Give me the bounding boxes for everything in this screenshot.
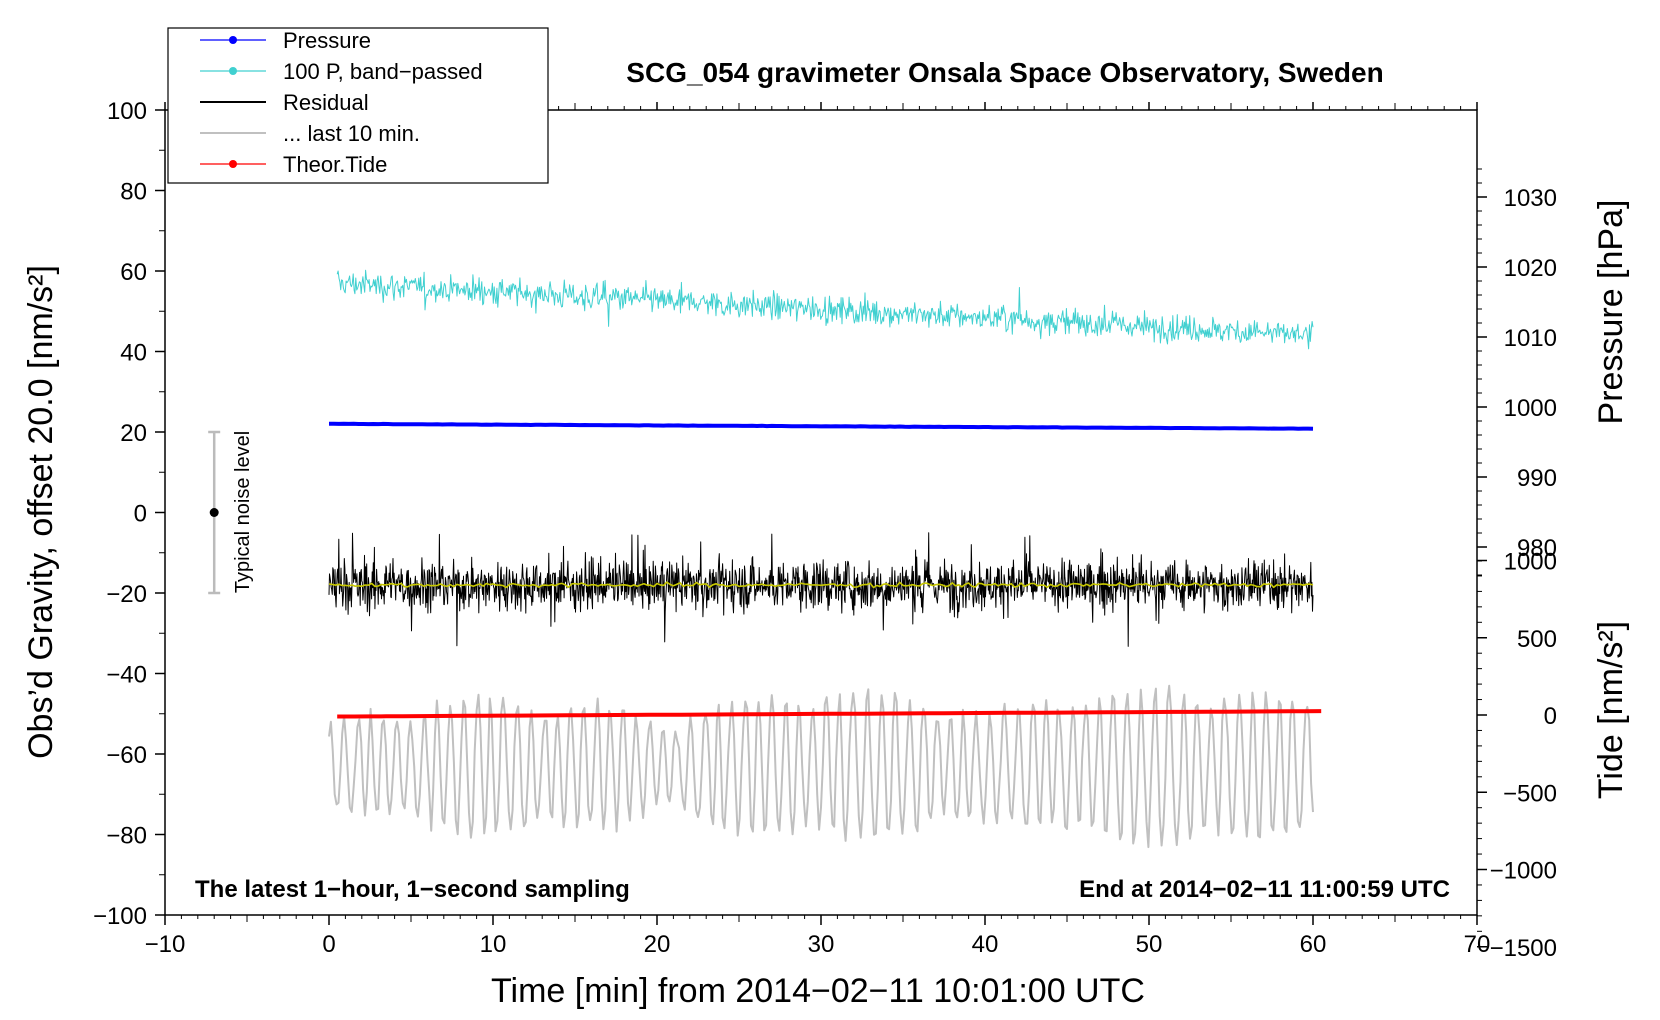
svg-text:Theor.Tide: Theor.Tide	[283, 152, 387, 177]
x-tick-label: −10	[145, 931, 186, 958]
pressure-tick-label: 1030	[1504, 185, 1557, 212]
legend-item-last-10-min: ... last 10 min.	[200, 121, 420, 146]
x-tick-label: 20	[644, 931, 671, 958]
y-tick-label: −60	[106, 742, 147, 769]
x-tick-label: 30	[808, 931, 835, 958]
legend-item-band-passed: 100 P, band−passed	[200, 59, 483, 84]
legend-item-pressure: Pressure	[200, 28, 371, 53]
chart-title: SCG_054 gravimeter Onsala Space Observat…	[626, 57, 1383, 88]
svg-text:Pressure: Pressure	[283, 28, 371, 53]
x-tick-label: 40	[972, 931, 999, 958]
y-axis-title-tide: Tide [nm/s²]	[1592, 621, 1630, 799]
pressure-tick-label: 1000	[1504, 395, 1557, 422]
tide-tick-label: −1500	[1490, 935, 1557, 962]
x-tick-label: 70	[1464, 931, 1491, 958]
y-axis-title-pressure: Pressure [hPa]	[1592, 200, 1630, 425]
noise-dot	[209, 508, 219, 517]
series-residual	[328, 532, 1314, 647]
noise-level-indicator: Typical noise level	[208, 430, 254, 595]
note-left: The latest 1−hour, 1−second sampling	[195, 876, 630, 903]
tide-tick-label: −1000	[1490, 858, 1557, 885]
y-tick-label: 60	[120, 259, 147, 286]
series-theor-tide	[337, 709, 1322, 719]
pressure-tick-label: 1020	[1504, 255, 1557, 282]
legend-item-residual: Residual	[200, 90, 369, 115]
legend-item-theor-tide: Theor.Tide	[200, 152, 387, 177]
legend-box	[167, 27, 549, 184]
svg-text:Residual: Residual	[283, 90, 369, 115]
x-tick-label: 50	[1136, 931, 1163, 958]
y-tick-label: 80	[120, 179, 147, 206]
y-tick-label: −40	[106, 662, 147, 689]
pressure-tick-label: 990	[1517, 465, 1557, 492]
pressure-tick-label: 1010	[1504, 325, 1557, 352]
y-tick-label: 100	[107, 98, 147, 125]
tide-tick-label: 500	[1517, 626, 1557, 653]
tide-tick-label: 1000	[1504, 549, 1557, 576]
series-last-10-min	[328, 684, 1314, 849]
y-tick-label: −20	[106, 581, 147, 608]
y-tick-label: 40	[120, 340, 147, 367]
series-layer	[328, 269, 1322, 849]
series-pressure	[329, 421, 1314, 431]
pressure-tick-label: 980	[1517, 535, 1557, 562]
note-right: End at 2014−02−11 11:00:59 UTC	[1079, 876, 1450, 903]
y-tick-label: 0	[134, 501, 147, 528]
x-axis-title: Time [min] from 2014−02−11 10:01:00 UTC	[491, 972, 1145, 1010]
y-axis-title-left: Obs’d Gravity, offset 20.0 [nm/s²]	[22, 265, 60, 759]
ticks-layer: −10 0 10 20 30 40 50 60 70100806040200−20−40−60−…	[93, 98, 1557, 962]
x-tick-label: 10	[480, 931, 507, 958]
tide-tick-label: 0	[1544, 703, 1557, 730]
y-tick-label: −100	[93, 903, 147, 930]
x-tick-label: 0	[322, 931, 335, 958]
y-tick-label: −80	[106, 823, 147, 850]
noise-label: Typical noise level	[232, 431, 254, 593]
legend: Pressure 100 P, band−passed Residual ...…	[167, 27, 549, 184]
tide-tick-label: −500	[1503, 780, 1557, 807]
svg-text:... last 10 min.: ... last 10 min.	[283, 121, 420, 146]
y-tick-label: 20	[120, 420, 147, 447]
svg-text:100 P, band−passed: 100 P, band−passed	[283, 59, 483, 84]
series-band-passed	[336, 269, 1314, 350]
series-residual-smoothed	[328, 581, 1314, 589]
x-tick-label: 60	[1300, 931, 1327, 958]
